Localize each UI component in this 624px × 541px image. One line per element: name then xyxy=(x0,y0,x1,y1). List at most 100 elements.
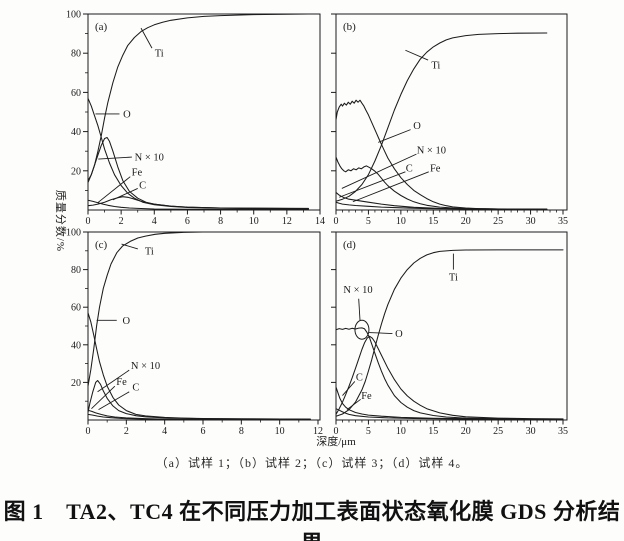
series-label: Ti xyxy=(449,273,458,284)
x-tick-label: 8 xyxy=(218,216,223,227)
x-tick-label: 0 xyxy=(334,216,339,227)
x-tick-label: 5 xyxy=(366,426,371,437)
series-o-curve xyxy=(87,312,311,420)
x-tick-label: 30 xyxy=(526,426,536,437)
leader-line xyxy=(377,129,411,143)
y-tick-label: 40 xyxy=(71,340,81,351)
x-tick-label: 8 xyxy=(239,426,244,437)
leader-line xyxy=(339,171,406,198)
x-tick-label: 20 xyxy=(461,426,471,437)
leader-line xyxy=(121,243,138,250)
panel-b: 0 5 10 15 20 25 30 35 Ti O N × 10 C Fe (b) xyxy=(331,13,568,227)
series-label: Ti xyxy=(155,49,164,60)
x-tick-label: 15 xyxy=(428,426,438,437)
series-fe-curve xyxy=(335,201,548,210)
panel-letter: (b) xyxy=(343,21,356,33)
leader-line xyxy=(369,332,393,334)
x-tick-label: 10 xyxy=(396,426,406,437)
panel-a: 0 2 4 6 8 10 12 14 20 40 60 80 100 Ti O N × 10 Fe C (a) xyxy=(66,10,325,228)
y-tick-label: 60 xyxy=(71,88,81,99)
x-tick-label: 30 xyxy=(526,216,536,227)
panel-d: 0 5 10 15 20 25 30 35 N × 10 O Ti C Fe (d) xyxy=(331,231,568,437)
series-ti-curve xyxy=(87,231,311,387)
panel-letter: (a) xyxy=(95,21,108,33)
leader-line xyxy=(342,381,356,396)
panel-letter: (d) xyxy=(343,239,356,251)
series-ti-curve xyxy=(87,13,309,182)
leader-line xyxy=(140,27,153,49)
x-tick-label: 5 xyxy=(366,216,371,227)
leader-line xyxy=(91,385,116,410)
series-nx10-curve xyxy=(335,327,564,420)
y-axis-title: 质量分数/% xyxy=(54,190,67,252)
crossing-highlight-ellipse xyxy=(354,319,370,340)
series-label: Ti xyxy=(431,60,440,71)
x-tick-label: 20 xyxy=(461,216,471,227)
panel-key: （a）试样 1；（b）试样 2；（c）试样 3；（d）试样 4。 xyxy=(155,456,469,470)
x-tick-label: 10 xyxy=(249,216,259,227)
y-tick-label: 80 xyxy=(71,49,81,60)
y-tick-label: 100 xyxy=(66,228,81,239)
x-tick-label: 0 xyxy=(86,426,91,437)
series-o-curve xyxy=(335,99,548,210)
series-label: O xyxy=(123,109,131,120)
x-tick-label: 25 xyxy=(493,426,503,437)
x-tick-label: 10 xyxy=(275,426,285,437)
series-label: Fe xyxy=(361,391,372,402)
x-tick-label: 12 xyxy=(313,426,323,437)
leader-line xyxy=(405,49,429,61)
leader-line xyxy=(346,398,361,411)
panel-letter: (c) xyxy=(95,239,108,251)
leader-line xyxy=(97,369,130,393)
series-label: N × 10 xyxy=(131,361,160,372)
x-tick-label: 35 xyxy=(558,426,568,437)
series-label: O xyxy=(395,329,403,340)
leader-line xyxy=(98,156,132,160)
series-label: Fe xyxy=(132,167,143,178)
y-tick-label: 20 xyxy=(71,378,81,389)
series-nx10-curve xyxy=(87,379,311,420)
leader-line xyxy=(352,171,429,203)
x-tick-label: 35 xyxy=(558,216,568,227)
leader-line xyxy=(358,298,361,321)
series-fe-curve xyxy=(87,199,309,211)
series-label: C xyxy=(356,372,363,383)
series-ti-curve xyxy=(335,249,564,417)
y-tick-label: 100 xyxy=(66,10,81,21)
series-nx10-curve xyxy=(87,136,309,209)
x-tick-label: 4 xyxy=(152,216,157,227)
series-ti-curve xyxy=(335,32,548,202)
x-tick-label: 25 xyxy=(493,216,503,227)
series-label: N × 10 xyxy=(135,153,164,164)
series-label: C xyxy=(139,180,146,191)
leader-line xyxy=(98,391,130,411)
series-fe-curve xyxy=(335,408,564,420)
series-label: C xyxy=(132,383,139,394)
leader-line xyxy=(97,176,131,203)
series-label: N × 10 xyxy=(343,285,372,296)
leader-line xyxy=(112,188,138,201)
series-o-curve xyxy=(335,335,564,420)
x-tick-label: 10 xyxy=(396,216,406,227)
series-label: N × 10 xyxy=(417,146,446,157)
panel-c: 0 2 4 6 8 10 12 20 40 60 80 100 Ti O N × 10 Fe C (c) xyxy=(66,228,323,438)
series-o-curve xyxy=(87,97,309,210)
y-tick-label: 20 xyxy=(71,166,81,177)
x-tick-label: 14 xyxy=(315,216,325,227)
x-tick-label: 4 xyxy=(162,426,167,437)
y-tick-label: 60 xyxy=(71,303,81,314)
x-tick-label: 2 xyxy=(119,216,124,227)
plot-frame xyxy=(335,13,568,211)
series-c-curve xyxy=(87,413,166,421)
x-tick-label: 12 xyxy=(282,216,292,227)
plot-frame xyxy=(335,231,568,421)
series-label: C xyxy=(406,163,413,174)
figure-caption: 图 1 TA2、TC4 在不同压力加工表面状态氧化膜 GDS 分析结果 xyxy=(3,499,621,541)
x-tick-label: 2 xyxy=(124,426,129,437)
series-label: Fe xyxy=(116,377,127,388)
x-tick-label: 15 xyxy=(428,216,438,227)
series-label: Ti xyxy=(145,246,154,257)
y-tick-label: 80 xyxy=(71,265,81,276)
